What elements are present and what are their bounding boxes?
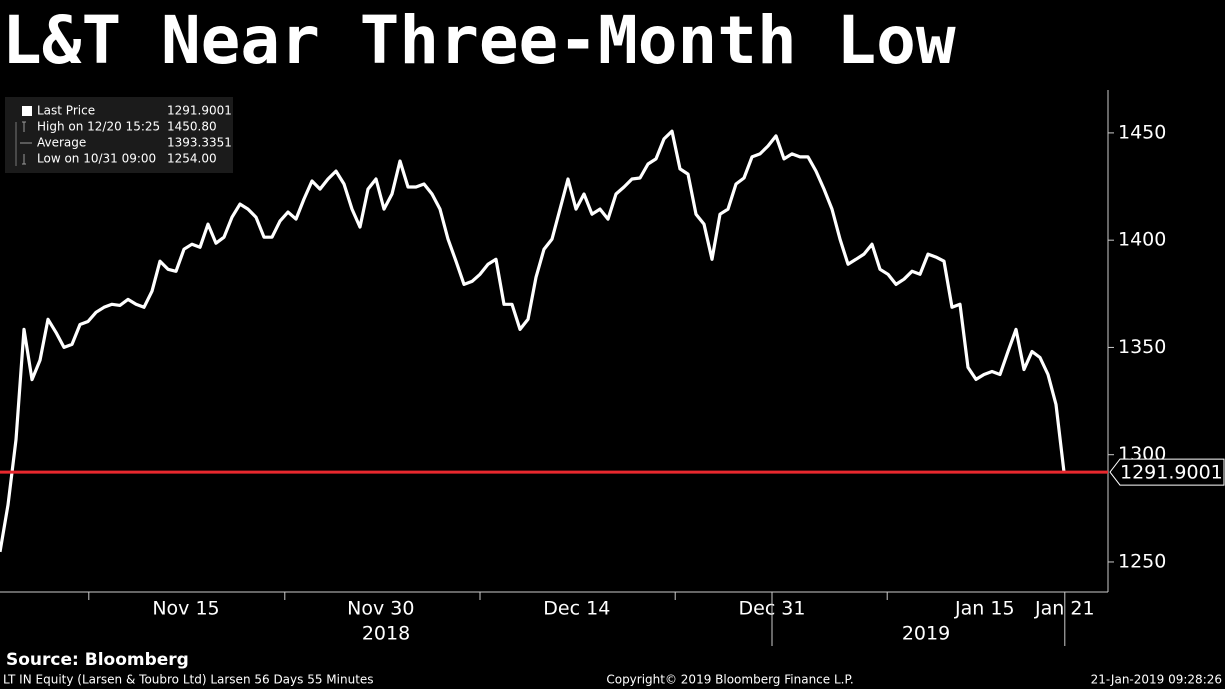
legend-label: Low on 10/31 09:00 — [37, 152, 156, 166]
source: Source: Bloomberg — [6, 650, 189, 670]
legend-box — [5, 97, 233, 173]
price-line — [0, 129, 1066, 553]
chart-title: L&T Near Three-Month Low — [2, 2, 956, 79]
year-label: 2018 — [362, 623, 410, 645]
y-tick-label: 1250 — [1118, 550, 1166, 572]
x-tick-label: Nov 30 — [347, 598, 414, 620]
y-tick-label: 1350 — [1118, 336, 1166, 358]
y-tick-label: 1400 — [1118, 229, 1166, 251]
x-tick-label: Dec 14 — [543, 598, 610, 620]
x-tick-label: Nov 15 — [152, 598, 219, 620]
legend-label: Last Price — [37, 104, 95, 118]
footer-right: 21-Jan-2019 09:28:26 — [1091, 673, 1222, 687]
legend-label: High on 12/20 15:25 — [37, 120, 160, 134]
year-label: 2019 — [902, 623, 950, 645]
legend-value: 1254.00 — [167, 152, 217, 166]
legend-swatch — [22, 106, 32, 116]
legend-value: 1393.3351 — [167, 136, 232, 150]
legend-value: 1291.9001 — [167, 104, 232, 118]
last-price-label: 1291.9001 — [1120, 462, 1223, 484]
x-tick-label: Jan 15 — [954, 598, 1015, 620]
y-tick-label: 1450 — [1118, 121, 1166, 143]
footer-center: Copyright© 2019 Bloomberg Finance L.P. — [606, 673, 853, 687]
last-price-tag — [1109, 458, 1225, 486]
legend-value: 1450.80 — [167, 120, 217, 134]
footer-left: LT IN Equity (Larsen & Toubro Ltd) Larse… — [3, 673, 374, 687]
legend-label: Average — [37, 136, 86, 150]
